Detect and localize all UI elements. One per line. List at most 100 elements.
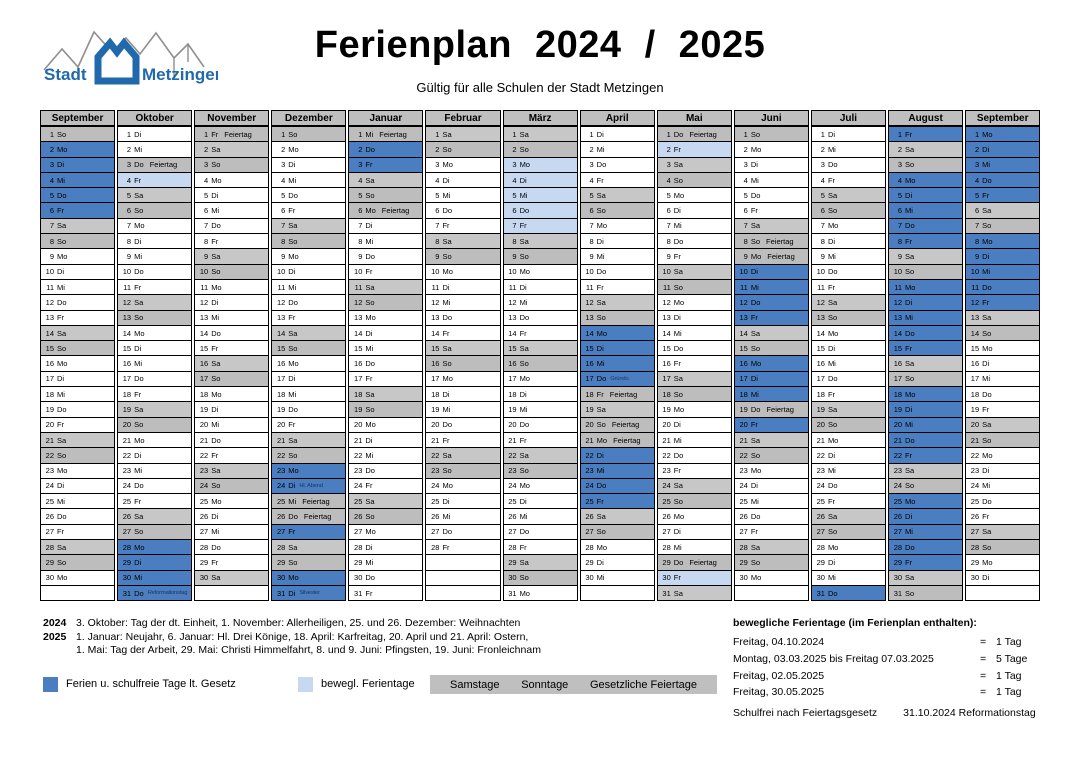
day-number: 26 [508, 512, 517, 522]
weekday-abbr: Di [673, 206, 681, 216]
weekday-abbr: Di [827, 343, 836, 353]
weekday-abbr: So [519, 359, 529, 369]
month-column: März 1 Sa 2 So 3 Mo 4 Di 5 Mi 6 Do 7 Fr 8 Sa 9 So 10 Mo 11 Di 1… [502, 110, 578, 602]
day-number: 27 [45, 527, 54, 537]
day-cell: 14 Sa [272, 324, 346, 341]
weekday-abbr: Di [750, 267, 758, 277]
day-cell: 18 Do [966, 386, 1040, 402]
weekday-abbr: Di [211, 190, 219, 200]
weekday-abbr: Mo [211, 389, 222, 399]
day-number: 17 [45, 374, 54, 384]
weekday-abbr: Mo [57, 252, 68, 262]
weekday-abbr: Mi [519, 190, 528, 200]
weekday-abbr: So [673, 496, 683, 506]
day-number: 23 [431, 466, 440, 476]
weekday-abbr: Di [982, 252, 990, 262]
day-number: 29 [662, 557, 671, 567]
weekday-abbr: Fr [827, 175, 836, 185]
weekday-abbr: So [596, 420, 606, 430]
day-cell: 10 Sa [657, 263, 731, 279]
weekday-abbr: Do [905, 542, 915, 552]
day-cell: 10 Mo [426, 263, 500, 279]
weekday-abbr: Mo [673, 297, 685, 307]
day-number: 19 [739, 404, 748, 414]
holiday-note: Feiertag [766, 236, 794, 246]
day-cell: 21 Do [195, 431, 269, 448]
day-cell: 6 Fr [272, 202, 346, 218]
weekday-abbr: Mo [750, 252, 762, 262]
day-cell: 3 Mi [966, 156, 1040, 172]
day-cell: 7 Mo [811, 217, 886, 234]
day-number: 10 [276, 267, 286, 277]
weekday-abbr: Fr [134, 282, 142, 292]
day-cell: 21 Sa [734, 431, 808, 448]
day-number: 24 [276, 481, 286, 491]
day-cell: 25 Do [966, 493, 1040, 509]
weekday-abbr: Di [365, 221, 373, 231]
weekday-abbr: Do [519, 527, 530, 537]
movable-holiday-days: 1 Tag [996, 636, 1022, 649]
month-column: August 1 Fr 2 Sa 3 So 4 Mo 5 Di 6 Mi 7 Do 8 Fr 9 Sa 10 So 11 M… [888, 110, 964, 602]
day-number: 8 [435, 236, 440, 246]
day-number: 7 [435, 221, 440, 231]
weekday-abbr: Fr [905, 557, 913, 567]
weekday-abbr: Mi [596, 252, 605, 262]
day-number: 2 [666, 144, 671, 154]
weekday-abbr: Mi [982, 481, 991, 491]
weekday-abbr: Mi [905, 420, 913, 430]
day-cell: 3 Sa [657, 156, 731, 172]
day-cell: 28 Mo [118, 539, 192, 555]
day-cell: 1 Di [580, 126, 654, 142]
day-cell: 4 Mo [889, 171, 963, 188]
month-header: April [580, 111, 654, 126]
day-cell: 22 Mo [966, 447, 1040, 463]
empty-cell [426, 554, 500, 570]
day-number: 23 [893, 466, 903, 476]
day-number: 11 [971, 282, 980, 292]
day-number: 8 [126, 236, 132, 246]
legend-samstage-label: Samstage [450, 678, 500, 691]
day-cell: 7 Fr [503, 217, 577, 234]
weekday-abbr: Di [905, 404, 913, 414]
day-number: 26 [122, 512, 132, 522]
day-cell: 25 So [657, 493, 731, 509]
day-number: 17 [585, 374, 594, 384]
weekday-abbr: Mi [288, 282, 297, 292]
day-number: 15 [45, 343, 54, 353]
weekday-abbr: So [365, 404, 375, 414]
day-number: 31 [354, 588, 363, 598]
day-number: 20 [662, 420, 671, 430]
day-cell: 18 Sa [349, 386, 423, 402]
day-cell: 13 So [580, 309, 654, 325]
weekday-abbr: Mi [750, 282, 759, 292]
day-cell: 13 Fr [272, 309, 346, 325]
weekday-abbr: So [211, 267, 221, 277]
day-cell: 19 Di [195, 401, 269, 417]
holiday-note: Feiertag [302, 496, 330, 506]
movable-holiday-date: Freitag, 04.10.2024 [733, 636, 825, 649]
day-cell: 26 Do Feiertag [272, 508, 346, 524]
month-header: Oktober [118, 111, 192, 126]
day-number: 4 [358, 175, 363, 185]
day-cell: 10 Do [580, 263, 654, 279]
day-number: 8 [820, 236, 825, 246]
day-number: 24 [662, 481, 671, 491]
weekday-abbr: Mi [596, 144, 605, 154]
day-number: 21 [354, 435, 363, 445]
day-number: 11 [277, 282, 286, 292]
weekday-abbr: Mo [905, 496, 916, 506]
day-cell: 7 Do [195, 217, 269, 234]
weekday-abbr: Sa [442, 343, 452, 353]
weekday-abbr: Mi [57, 175, 65, 185]
weekday-abbr: Do [134, 481, 144, 491]
day-cell: 23 Mi [580, 462, 654, 478]
day-number: 3 [281, 160, 286, 170]
day-number: 4 [666, 175, 671, 185]
weekday-abbr: Mo [750, 359, 762, 369]
movable-holiday-row: Freitag, 04.10.2024 = 1 Tag [733, 634, 1040, 651]
day-cell: 14 Di [349, 324, 423, 341]
day-cell: 21 Fr [503, 431, 577, 448]
day-cell: 30 Sa [889, 569, 963, 585]
day-cell: 6 So [580, 202, 654, 218]
day-number: 15 [199, 343, 209, 353]
